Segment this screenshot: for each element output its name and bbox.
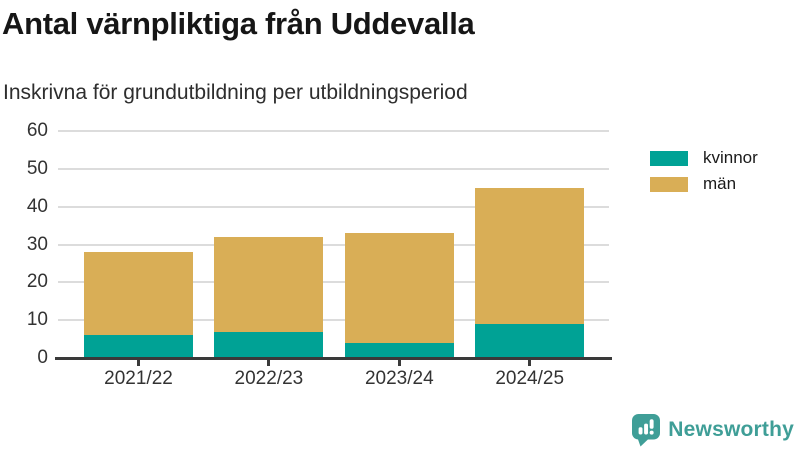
y-axis-tick-label: 60 [26, 120, 48, 141]
y-axis-tick-label: 10 [26, 309, 48, 331]
chart-subtitle: Inskrivna för grundutbildning per utbild… [3, 81, 468, 104]
bar-segment-män-2023-24 [344, 233, 454, 343]
y-axis-tick-label: 50 [26, 157, 48, 179]
legend-swatch-kvinnor [650, 150, 688, 166]
x-axis-line [55, 356, 612, 360]
x-axis-category-label: 2024/25 [495, 368, 565, 389]
x-axis-tick [267, 359, 271, 366]
legend: kvinnor män [650, 148, 758, 202]
newsworthy-logo: Newsworthy [631, 413, 794, 447]
bar-segment-kvinnor-2024-25 [475, 323, 585, 358]
x-axis-tick [397, 359, 401, 366]
x-axis-category-label: 2022/23 [234, 368, 304, 389]
x-axis-tick [528, 359, 532, 366]
bar-chart-speech-bubble-icon [632, 414, 661, 447]
bar-segment-kvinnor-2021-22 [84, 335, 193, 358]
bar-segment-män-2024-25 [475, 187, 585, 324]
legend-label-kvinnor: kvinnor [703, 148, 758, 167]
x-axis-category-label: 2021/22 [104, 368, 173, 389]
newsworthy-brand-text: Newsworthy [668, 418, 794, 441]
gridline-y20 [58, 281, 609, 284]
legend-item-män: män [650, 174, 758, 193]
legend-item-kvinnor: kvinnor [650, 148, 758, 167]
y-axis-tick-label: 20 [26, 271, 48, 293]
y-axis-tick-label: 0 [37, 347, 48, 368]
legend-label-män: män [703, 174, 737, 193]
x-axis-category-label: 2023/24 [364, 368, 434, 389]
bar-segment-män-2021-22 [84, 252, 193, 336]
gridline-y60 [58, 130, 609, 132]
x-axis-tick [137, 359, 140, 366]
bar-segment-män-2022-23 [214, 236, 324, 332]
gridline-y30 [58, 243, 609, 246]
gridline-y40 [58, 205, 609, 208]
bar-segment-kvinnor-2022-23 [214, 331, 324, 358]
legend-swatch-män [650, 176, 688, 192]
bar-segment-kvinnor-2023-24 [344, 342, 454, 358]
y-axis-tick-label: 30 [26, 233, 48, 255]
chart-title: Antal värnpliktiga från Uddevalla [2, 6, 475, 41]
gridline-y50 [58, 167, 609, 170]
gridline-y10 [58, 319, 609, 322]
y-axis-tick-label: 40 [26, 195, 48, 217]
